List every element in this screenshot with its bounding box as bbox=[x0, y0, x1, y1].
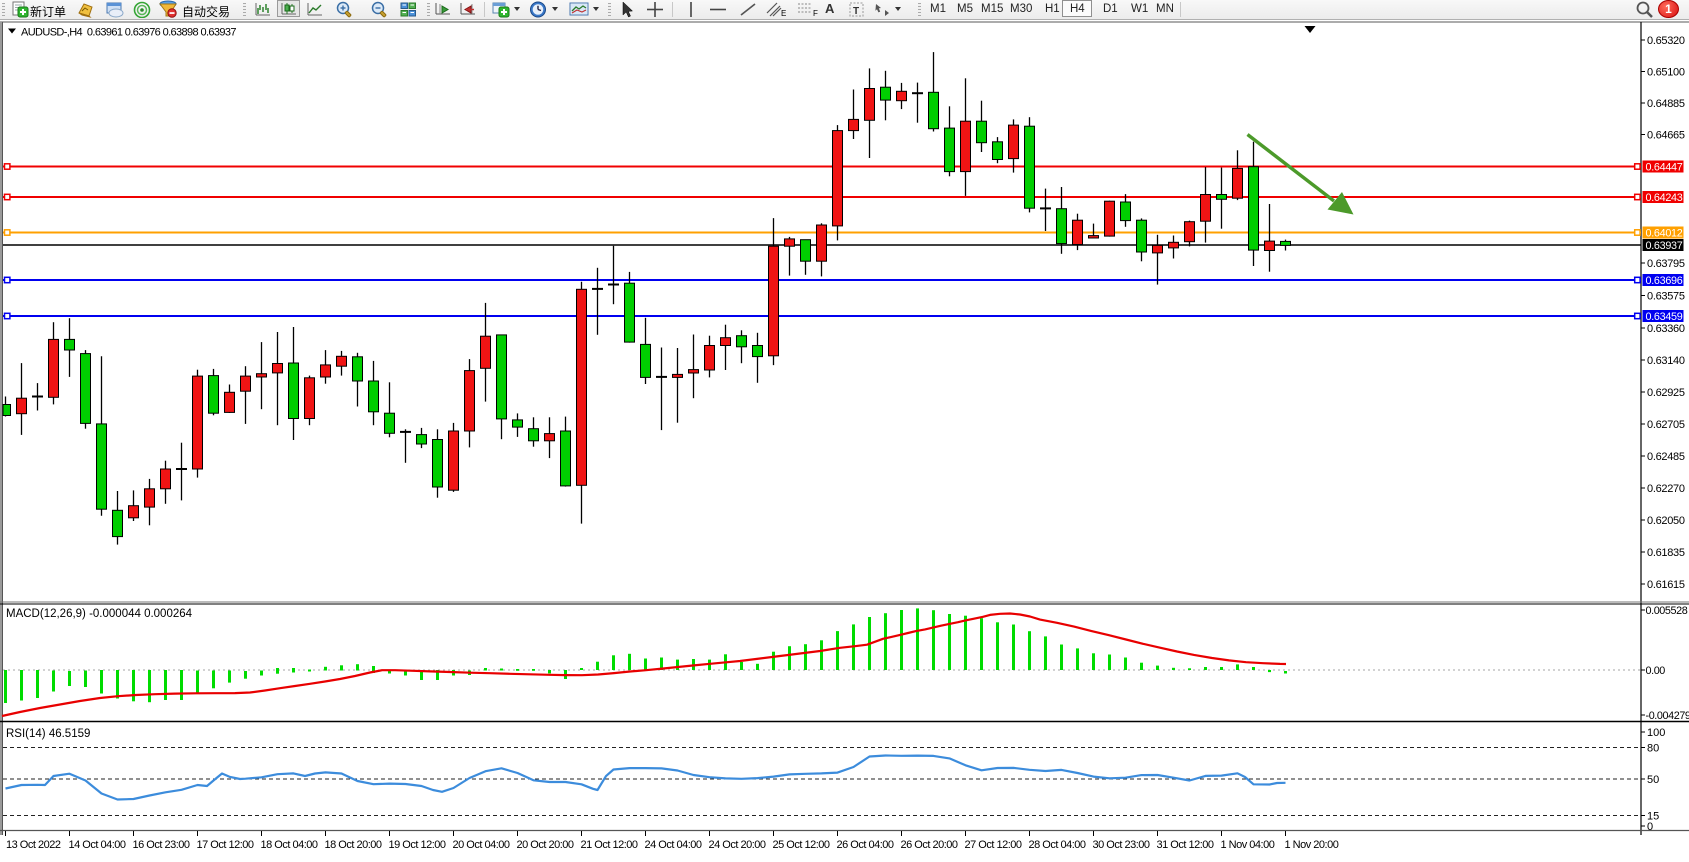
svg-text:0.64447: 0.64447 bbox=[1646, 162, 1683, 174]
svg-text:30 Oct 23:00: 30 Oct 23:00 bbox=[1093, 839, 1150, 851]
svg-text:F: F bbox=[813, 9, 818, 18]
svg-text:80: 80 bbox=[1647, 743, 1659, 755]
svg-text:MACD(12,26,9) -0.000044 0.0002: MACD(12,26,9) -0.000044 0.000264 bbox=[6, 608, 193, 620]
svg-text:0.63937: 0.63937 bbox=[1646, 240, 1683, 252]
svg-text:0.64885: 0.64885 bbox=[1647, 98, 1685, 110]
svg-text:25 Oct 12:00: 25 Oct 12:00 bbox=[773, 839, 830, 851]
svg-text:0.64243: 0.64243 bbox=[1646, 192, 1683, 204]
svg-text:0.62050: 0.62050 bbox=[1647, 515, 1685, 527]
svg-text:0.61615: 0.61615 bbox=[1647, 579, 1685, 591]
svg-text:21 Oct 12:00: 21 Oct 12:00 bbox=[581, 839, 638, 851]
svg-text:0.61835: 0.61835 bbox=[1647, 547, 1685, 559]
svg-text:E: E bbox=[781, 9, 786, 18]
svg-text:27 Oct 12:00: 27 Oct 12:00 bbox=[965, 839, 1022, 851]
svg-text:17 Oct 12:00: 17 Oct 12:00 bbox=[197, 839, 254, 851]
svg-text:AUDUSD-,H4 0.63961 0.63976 0.: AUDUSD-,H4 0.63961 0.63976 0.63898 0.639… bbox=[21, 27, 236, 39]
svg-text:28 Oct 04:00: 28 Oct 04:00 bbox=[1029, 839, 1086, 851]
svg-text:13 Oct 2022: 13 Oct 2022 bbox=[6, 839, 61, 851]
svg-text:-0.004279: -0.004279 bbox=[1646, 710, 1689, 722]
svg-text:0.64665: 0.64665 bbox=[1647, 130, 1685, 142]
svg-text:26 Oct 20:00: 26 Oct 20:00 bbox=[901, 839, 958, 851]
svg-text:0.62925: 0.62925 bbox=[1647, 387, 1685, 399]
svg-text:16 Oct 23:00: 16 Oct 23:00 bbox=[133, 839, 190, 851]
svg-text:24 Oct 04:00: 24 Oct 04:00 bbox=[645, 839, 702, 851]
svg-text:0.63360: 0.63360 bbox=[1647, 323, 1685, 335]
svg-text:0: 0 bbox=[1647, 821, 1653, 833]
svg-text:0.65320: 0.65320 bbox=[1647, 35, 1685, 47]
svg-text:1 Nov 04:00: 1 Nov 04:00 bbox=[1221, 839, 1275, 851]
svg-text:0.65100: 0.65100 bbox=[1647, 67, 1685, 79]
svg-text:26 Oct 04:00: 26 Oct 04:00 bbox=[837, 839, 894, 851]
svg-text:31 Oct 12:00: 31 Oct 12:00 bbox=[1157, 839, 1214, 851]
svg-text:19 Oct 12:00: 19 Oct 12:00 bbox=[389, 839, 446, 851]
svg-text:24 Oct 20:00: 24 Oct 20:00 bbox=[709, 839, 766, 851]
svg-text:RSI(14) 46.5159: RSI(14) 46.5159 bbox=[6, 728, 90, 740]
svg-text:0.005528: 0.005528 bbox=[1646, 605, 1688, 617]
svg-text:20 Oct 04:00: 20 Oct 04:00 bbox=[453, 839, 510, 851]
svg-text:0.62705: 0.62705 bbox=[1647, 419, 1685, 431]
svg-text:T: T bbox=[853, 6, 859, 17]
svg-text:0.63696: 0.63696 bbox=[1646, 275, 1683, 287]
svg-text:1 Nov 20:00: 1 Nov 20:00 bbox=[1285, 839, 1339, 851]
svg-text:0.00: 0.00 bbox=[1646, 665, 1666, 677]
svg-text:0.62270: 0.62270 bbox=[1647, 483, 1685, 495]
svg-text:50: 50 bbox=[1647, 774, 1659, 786]
svg-text:0.63140: 0.63140 bbox=[1647, 355, 1685, 367]
svg-text:0.63459: 0.63459 bbox=[1646, 311, 1683, 323]
svg-text:18 Oct 20:00: 18 Oct 20:00 bbox=[325, 839, 382, 851]
svg-text:20 Oct 20:00: 20 Oct 20:00 bbox=[517, 839, 574, 851]
svg-text:0.63795: 0.63795 bbox=[1647, 258, 1685, 270]
svg-text:100: 100 bbox=[1647, 727, 1665, 739]
svg-text:0.62485: 0.62485 bbox=[1647, 451, 1685, 463]
svg-text:0.64012: 0.64012 bbox=[1646, 228, 1683, 240]
svg-text:18 Oct 04:00: 18 Oct 04:00 bbox=[261, 839, 318, 851]
svg-text:0.63575: 0.63575 bbox=[1647, 291, 1685, 303]
svg-text:14 Oct 04:00: 14 Oct 04:00 bbox=[69, 839, 126, 851]
